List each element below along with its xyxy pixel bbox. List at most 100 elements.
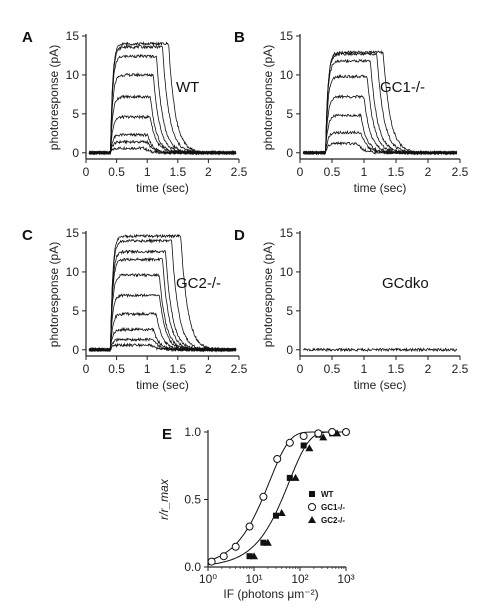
x-tick-label: 1.5 [388, 362, 405, 376]
data-point [342, 428, 350, 436]
y-tick-label: 0.0 [184, 560, 201, 574]
genotype-annotation: GC1-/- [380, 79, 425, 96]
x-tick-label: 0.5 [324, 165, 341, 179]
data-point [207, 557, 216, 566]
x-axis-label: IF (photons μm⁻²) [223, 587, 318, 601]
genotype-annotation: GC2-/- [176, 275, 221, 292]
data-point [273, 455, 282, 463]
data-point [277, 509, 286, 516]
genotype-annotation: GCdko [382, 275, 429, 292]
y-tick-label: 0 [72, 146, 79, 160]
data-point [314, 429, 323, 438]
legend-marker [308, 516, 316, 523]
panel-letter: B [234, 29, 245, 46]
x-tick-label: 2.5 [231, 165, 248, 179]
response-trace [302, 58, 458, 156]
x-tick-label: 2 [205, 362, 212, 376]
data-point [246, 553, 253, 560]
response-trace [302, 347, 458, 353]
y-tick-label: 15 [66, 29, 80, 43]
panel-d: 0 0.5 1 1.5 2 2.5 0 5 10 15 time (sec) photorespons… [234, 226, 469, 392]
panel-a: 0 0.5 1 1.5 2 2.5 0 5 10 15 time (sec) photorespons… [22, 29, 248, 195]
data-point [250, 552, 258, 560]
response-trace [89, 249, 237, 353]
y-axis-label: photoresponse (pA) [261, 45, 275, 150]
y-tick-label: 5 [286, 304, 293, 318]
data-point [259, 492, 268, 501]
data-point [286, 474, 293, 481]
y-tick-label: 10 [280, 265, 294, 279]
panel-letter: D [234, 227, 245, 244]
y-tick-label: 5 [72, 304, 79, 318]
data-point [291, 473, 300, 481]
y-tick-label: 10 [280, 68, 294, 82]
panel-e: 10⁰ 10¹ 10² 10³ 0.0 0.5 1.0 IF (photons μm⁻²) r/… [157, 425, 355, 601]
data-point [305, 444, 314, 452]
data-point [299, 432, 308, 441]
x-tick-label: 0.5 [324, 362, 341, 376]
response-trace [88, 233, 237, 353]
data-point [272, 512, 279, 519]
panel-letter: C [22, 227, 33, 244]
x-tick-label: 10³ [337, 572, 354, 586]
x-axis-label: time (sec) [354, 378, 407, 392]
x-tick-label: 1.5 [169, 362, 186, 376]
x-tick-label: 10² [291, 572, 308, 586]
data-point [319, 433, 328, 441]
legend-marker [308, 503, 316, 511]
data-point [333, 429, 342, 437]
legend-label: GC1-/- [321, 503, 345, 512]
panel-c: 0 0.5 1 1.5 2 2.5 0 5 10 15 time (sec) photorespons… [22, 226, 248, 392]
x-tick-label: 10⁰ [199, 572, 217, 586]
gc1-fit-curve [207, 431, 346, 562]
y-tick-label: 0.5 [184, 493, 201, 507]
data-point [260, 539, 267, 546]
y-tick-label: 0 [286, 343, 293, 357]
legend-label: WT [321, 490, 334, 499]
y-axis-label: photoresponse (pA) [47, 242, 61, 347]
data-point [245, 522, 254, 531]
x-tick-label: 0.5 [108, 165, 125, 179]
x-tick-label: 2.5 [452, 362, 469, 376]
y-tick-label: 1.0 [184, 425, 201, 439]
x-tick-label: 2.5 [231, 362, 248, 376]
x-tick-label: 0 [83, 165, 90, 179]
x-tick-label: 1 [144, 362, 151, 376]
y-tick-label: 10 [66, 265, 80, 279]
y-tick-label: 15 [280, 29, 294, 43]
x-tick-label: 0.5 [108, 362, 125, 376]
x-tick-label: 1.5 [388, 165, 405, 179]
x-tick-label: 0 [297, 362, 304, 376]
x-tick-label: 0 [83, 362, 90, 376]
panel-letter: E [162, 426, 172, 443]
y-tick-label: 0 [72, 343, 79, 357]
response-trace [88, 41, 237, 156]
x-tick-label: 1 [361, 362, 368, 376]
data-point [300, 442, 307, 449]
y-tick-label: 10 [66, 68, 80, 82]
x-tick-label: 0 [297, 165, 304, 179]
x-axis-label: time (sec) [136, 378, 189, 392]
y-axis-label: photoresponse (pA) [261, 242, 275, 347]
panel-letter: A [22, 29, 33, 46]
genotype-annotation: WT [176, 79, 199, 96]
y-axis-label: photoresponse (pA) [47, 45, 61, 150]
wt-fit-curve [207, 431, 346, 566]
x-tick-label: 1 [361, 165, 368, 179]
data-point [219, 552, 228, 561]
x-tick-label: 2 [425, 165, 432, 179]
legend-label: GC2-/- [321, 516, 345, 525]
x-axis-label: time (sec) [354, 181, 407, 195]
data-point [231, 542, 240, 551]
data-point [285, 438, 294, 447]
y-tick-label: 15 [66, 226, 80, 240]
response-trace [303, 49, 458, 156]
y-tick-label: 5 [286, 107, 293, 121]
y-tick-label: 0 [286, 146, 293, 160]
data-point [263, 538, 272, 546]
x-tick-label: 2.5 [452, 165, 469, 179]
panel-b: 0 0.5 1 1.5 2 2.5 0 5 10 15 time (sec) photorespons… [234, 29, 469, 195]
x-tick-label: 1 [144, 165, 151, 179]
x-tick-label: 2 [205, 165, 212, 179]
